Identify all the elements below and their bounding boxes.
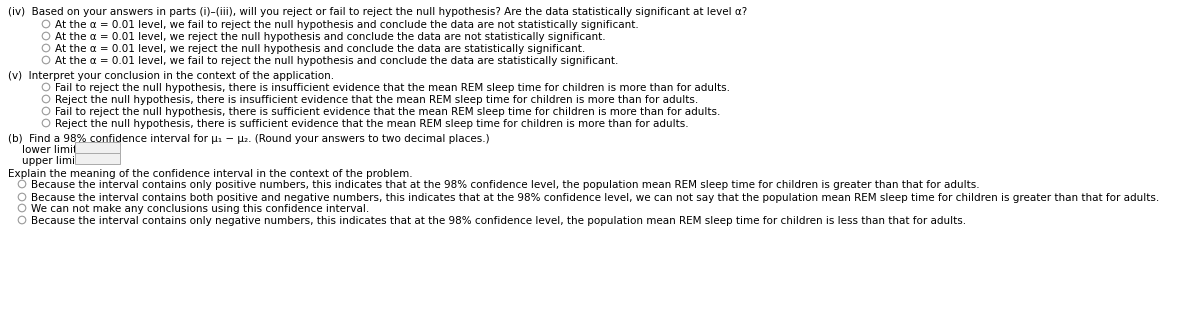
Text: Because the interval contains only positive numbers, this indicates that at the : Because the interval contains only posit… — [31, 180, 979, 190]
Text: Reject the null hypothesis, there is sufficient evidence that the mean REM sleep: Reject the null hypothesis, there is suf… — [55, 119, 689, 129]
Text: Reject the null hypothesis, there is insufficient evidence that the mean REM sle: Reject the null hypothesis, there is ins… — [55, 95, 698, 105]
Text: Because the interval contains both positive and negative numbers, this indicates: Because the interval contains both posit… — [31, 193, 1159, 203]
Text: upper limit: upper limit — [22, 156, 79, 166]
Text: Explain the meaning of the confidence interval in the context of the problem.: Explain the meaning of the confidence in… — [8, 169, 413, 179]
Text: At the α = 0.01 level, we reject the null hypothesis and conclude the data are s: At the α = 0.01 level, we reject the nul… — [55, 44, 586, 54]
Text: Because the interval contains only negative numbers, this indicates that at the : Because the interval contains only negat… — [31, 216, 966, 226]
Text: Fail to reject the null hypothesis, there is insufficient evidence that the mean: Fail to reject the null hypothesis, ther… — [55, 83, 730, 93]
FancyBboxPatch shape — [74, 153, 120, 164]
Text: (iv)  Based on your answers in parts (i)–(iii), will you reject or fail to rejec: (iv) Based on your answers in parts (i)–… — [8, 7, 748, 17]
Text: (v)  Interpret your conclusion in the context of the application.: (v) Interpret your conclusion in the con… — [8, 71, 334, 81]
Text: lower limit: lower limit — [22, 145, 77, 155]
Text: At the α = 0.01 level, we fail to reject the null hypothesis and conclude the da: At the α = 0.01 level, we fail to reject… — [55, 56, 618, 66]
Text: At the α = 0.01 level, we reject the null hypothesis and conclude the data are n: At the α = 0.01 level, we reject the nul… — [55, 32, 606, 42]
Text: Fail to reject the null hypothesis, there is sufficient evidence that the mean R: Fail to reject the null hypothesis, ther… — [55, 107, 720, 117]
Text: At the α = 0.01 level, we fail to reject the null hypothesis and conclude the da: At the α = 0.01 level, we fail to reject… — [55, 20, 638, 30]
FancyBboxPatch shape — [74, 141, 120, 153]
Text: (b)  Find a 98% confidence interval for μ₁ − μ₂. (Round your answers to two deci: (b) Find a 98% confidence interval for μ… — [8, 134, 490, 144]
Text: We can not make any conclusions using this confidence interval.: We can not make any conclusions using th… — [31, 204, 370, 214]
